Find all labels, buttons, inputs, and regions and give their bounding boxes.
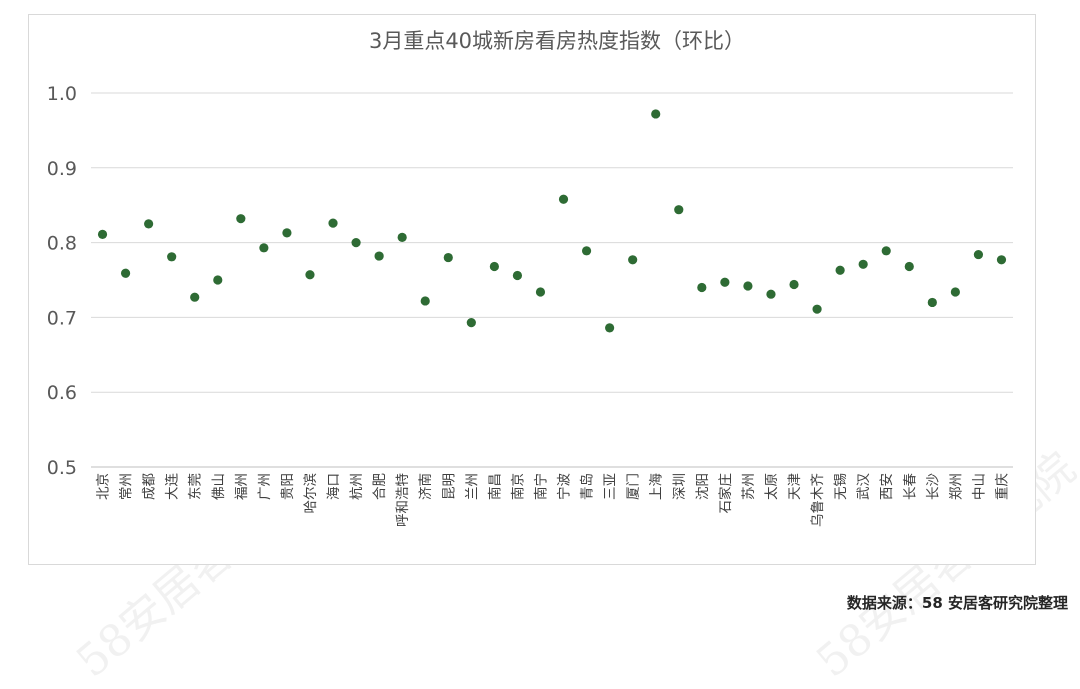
data-point[interactable] <box>812 304 822 314</box>
x-tick-label: 大连 <box>165 473 181 500</box>
chart-title: 3月重点40城新房看房热度指数（环比） <box>369 29 745 53</box>
data-point[interactable] <box>766 289 776 299</box>
x-tick-label: 中山 <box>971 473 987 500</box>
data-point[interactable] <box>120 268 131 278</box>
x-tick-label: 兰州 <box>464 473 480 500</box>
x-tick-label: 海口 <box>326 473 342 500</box>
x-tick-label: 无锡 <box>833 473 849 500</box>
x-tick-label: 武汉 <box>856 473 872 500</box>
x-tick-label: 重庆 <box>994 473 1010 500</box>
x-tick-label: 乌鲁木齐 <box>810 473 826 527</box>
x-tick-label: 沈阳 <box>695 473 711 500</box>
data-point[interactable] <box>789 279 799 290</box>
data-point[interactable] <box>881 246 891 256</box>
x-tick-label: 合肥 <box>372 473 388 500</box>
x-tick-label: 上海 <box>649 473 665 500</box>
data-point[interactable] <box>950 287 960 297</box>
chart-frame: 3月重点40城新房看房热度指数（环比） 0.5 0.6 0.7 0.8 0.9 1.0 北… <box>28 14 1036 565</box>
x-tick-label: 厦门 <box>626 473 642 500</box>
data-point[interactable] <box>973 249 984 260</box>
x-tick-label: 南宁 <box>532 473 549 500</box>
y-tick-label: 0.5 <box>47 457 77 479</box>
x-tick-label: 哈尔滨 <box>303 473 319 514</box>
x-tick-label: 昆明 <box>441 473 457 500</box>
x-tick-label: 福州 <box>234 473 250 500</box>
x-tick-label: 南昌 <box>487 473 503 500</box>
data-point[interactable] <box>328 218 338 228</box>
x-tick-label: 苏州 <box>741 473 757 500</box>
x-tick-label: 成都 <box>142 473 158 500</box>
data-point[interactable] <box>927 297 937 308</box>
x-tick-label: 佛山 <box>211 473 227 500</box>
data-point[interactable] <box>466 318 476 328</box>
data-point[interactable] <box>397 232 407 242</box>
data-point[interactable] <box>213 275 223 285</box>
data-point[interactable] <box>743 281 753 291</box>
data-point[interactable] <box>351 238 361 248</box>
y-tick-label: 0.6 <box>47 382 77 404</box>
y-tick-label: 0.7 <box>47 307 77 329</box>
data-point[interactable] <box>236 214 246 224</box>
data-point[interactable] <box>535 287 546 297</box>
scatter-chart: 3月重点40城新房看房热度指数（环比） 0.5 0.6 0.7 0.8 0.9 1.0 北… <box>47 29 1013 527</box>
data-point[interactable] <box>605 323 615 333</box>
data-point[interactable] <box>374 251 384 261</box>
x-tick-label: 长沙 <box>925 473 941 500</box>
x-tick-label: 贵阳 <box>280 473 296 500</box>
y-tick-label: 1.0 <box>47 83 77 105</box>
data-point[interactable] <box>996 255 1007 265</box>
data-point[interactable] <box>282 228 292 238</box>
x-tick-label: 郑州 <box>948 473 964 500</box>
data-point[interactable] <box>305 270 315 280</box>
y-tick-label: 0.8 <box>47 233 77 255</box>
x-tick-label: 长春 <box>902 473 918 500</box>
data-point[interactable] <box>904 261 914 272</box>
data-point[interactable] <box>628 255 638 265</box>
data-source-note: 数据来源：58 安居客研究院整理 <box>846 594 1068 612</box>
x-tick-label: 石家庄 <box>717 473 734 514</box>
data-point[interactable] <box>720 277 730 287</box>
data-point[interactable] <box>858 259 868 269</box>
x-tick-label: 深圳 <box>672 473 688 500</box>
x-tick-label: 杭州 <box>349 473 365 500</box>
x-tick-label: 呼和浩特 <box>395 473 411 527</box>
data-point[interactable] <box>651 109 661 119</box>
x-tick-label: 广州 <box>257 473 273 500</box>
data-point[interactable] <box>420 296 430 306</box>
x-tick-label: 青岛 <box>580 473 596 500</box>
x-tick-label: 西安 <box>879 473 895 500</box>
data-point[interactable] <box>97 229 108 239</box>
data-point[interactable] <box>581 246 592 256</box>
x-tick-label: 太原 <box>764 473 780 500</box>
data-point[interactable] <box>167 252 177 262</box>
x-tick-label: 常州 <box>119 473 135 500</box>
data-point[interactable] <box>512 270 523 281</box>
x-tick-label: 三亚 <box>603 473 619 500</box>
data-point[interactable] <box>489 261 499 272</box>
data-point[interactable] <box>190 292 200 302</box>
data-point[interactable] <box>558 194 569 204</box>
x-tick-label: 北京 <box>96 473 112 500</box>
x-tick-label: 济南 <box>418 473 434 500</box>
data-point[interactable] <box>697 282 707 293</box>
x-tick-label: 宁波 <box>556 473 573 500</box>
x-tick-label: 天津 <box>787 473 803 500</box>
x-tick-label: 东莞 <box>188 473 204 500</box>
data-point[interactable] <box>144 219 154 229</box>
x-tick-label: 南京 <box>510 473 526 500</box>
data-point[interactable] <box>259 243 269 253</box>
data-point[interactable] <box>835 265 845 275</box>
data-point[interactable] <box>443 252 453 263</box>
y-tick-label: 0.9 <box>47 158 77 180</box>
data-point[interactable] <box>674 205 684 215</box>
